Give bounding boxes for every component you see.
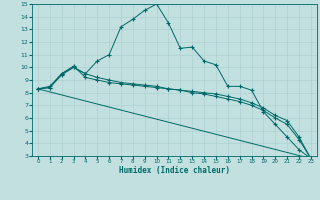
X-axis label: Humidex (Indice chaleur): Humidex (Indice chaleur): [119, 166, 230, 175]
